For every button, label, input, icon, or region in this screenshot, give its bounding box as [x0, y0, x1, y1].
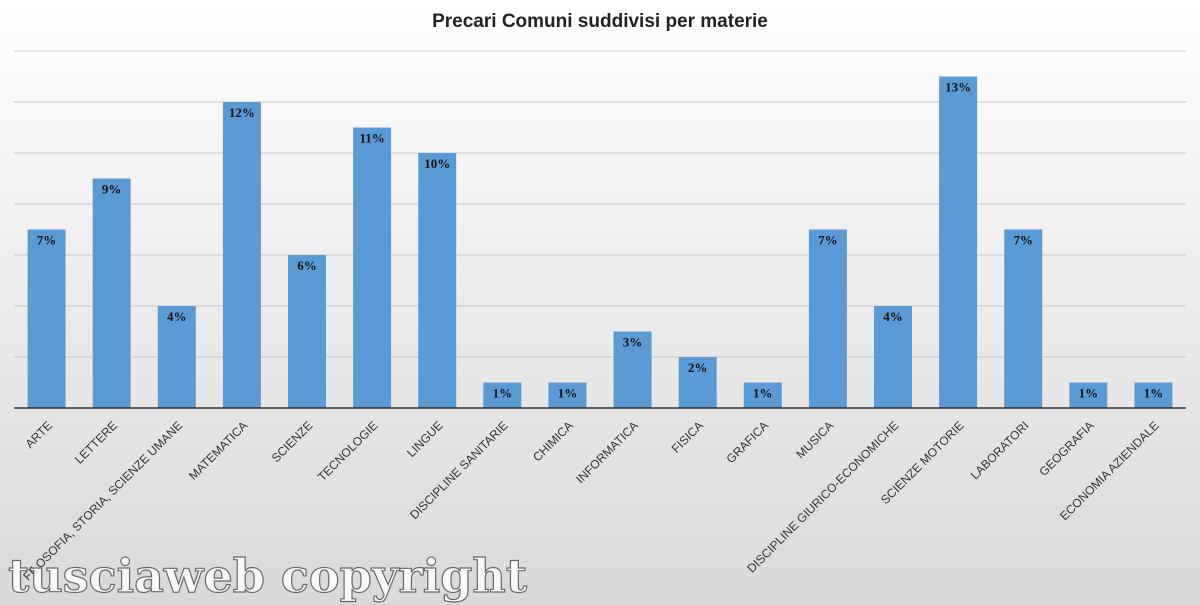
bar — [288, 255, 326, 408]
chart-title: Precari Comuni suddivisi per materie — [432, 11, 768, 32]
bar — [418, 153, 457, 408]
data-label: 1% — [558, 385, 578, 400]
bar — [939, 76, 978, 408]
bar — [743, 382, 782, 408]
data-label: 3% — [623, 334, 643, 349]
bar — [1069, 382, 1108, 408]
bar — [874, 306, 912, 408]
bar — [1004, 229, 1043, 408]
bar — [157, 306, 196, 408]
data-label: 6% — [297, 258, 317, 273]
bar — [353, 127, 392, 408]
bar — [548, 382, 587, 408]
bar — [92, 178, 131, 408]
bar — [1134, 382, 1173, 408]
watermark: tusciaweb copyright — [8, 549, 528, 603]
data-label: 12% — [229, 105, 255, 120]
data-label: 7% — [37, 232, 57, 247]
data-label: 13% — [945, 79, 971, 94]
data-label: 7% — [1013, 232, 1033, 247]
bar — [808, 229, 847, 408]
bar — [613, 331, 652, 408]
data-label: 4% — [883, 309, 903, 324]
data-label: 9% — [102, 181, 122, 196]
data-label: 2% — [688, 360, 708, 375]
bar — [678, 357, 717, 408]
data-label: 7% — [818, 232, 838, 247]
data-label: 1% — [1079, 385, 1099, 400]
bar — [483, 382, 522, 408]
bar — [222, 102, 261, 408]
data-label: 1% — [1144, 385, 1164, 400]
data-label: 4% — [167, 309, 187, 324]
data-label: 10% — [424, 156, 450, 171]
bar — [27, 229, 66, 408]
data-label: 1% — [753, 385, 773, 400]
data-label: 11% — [359, 130, 384, 145]
data-label: 1% — [493, 385, 513, 400]
